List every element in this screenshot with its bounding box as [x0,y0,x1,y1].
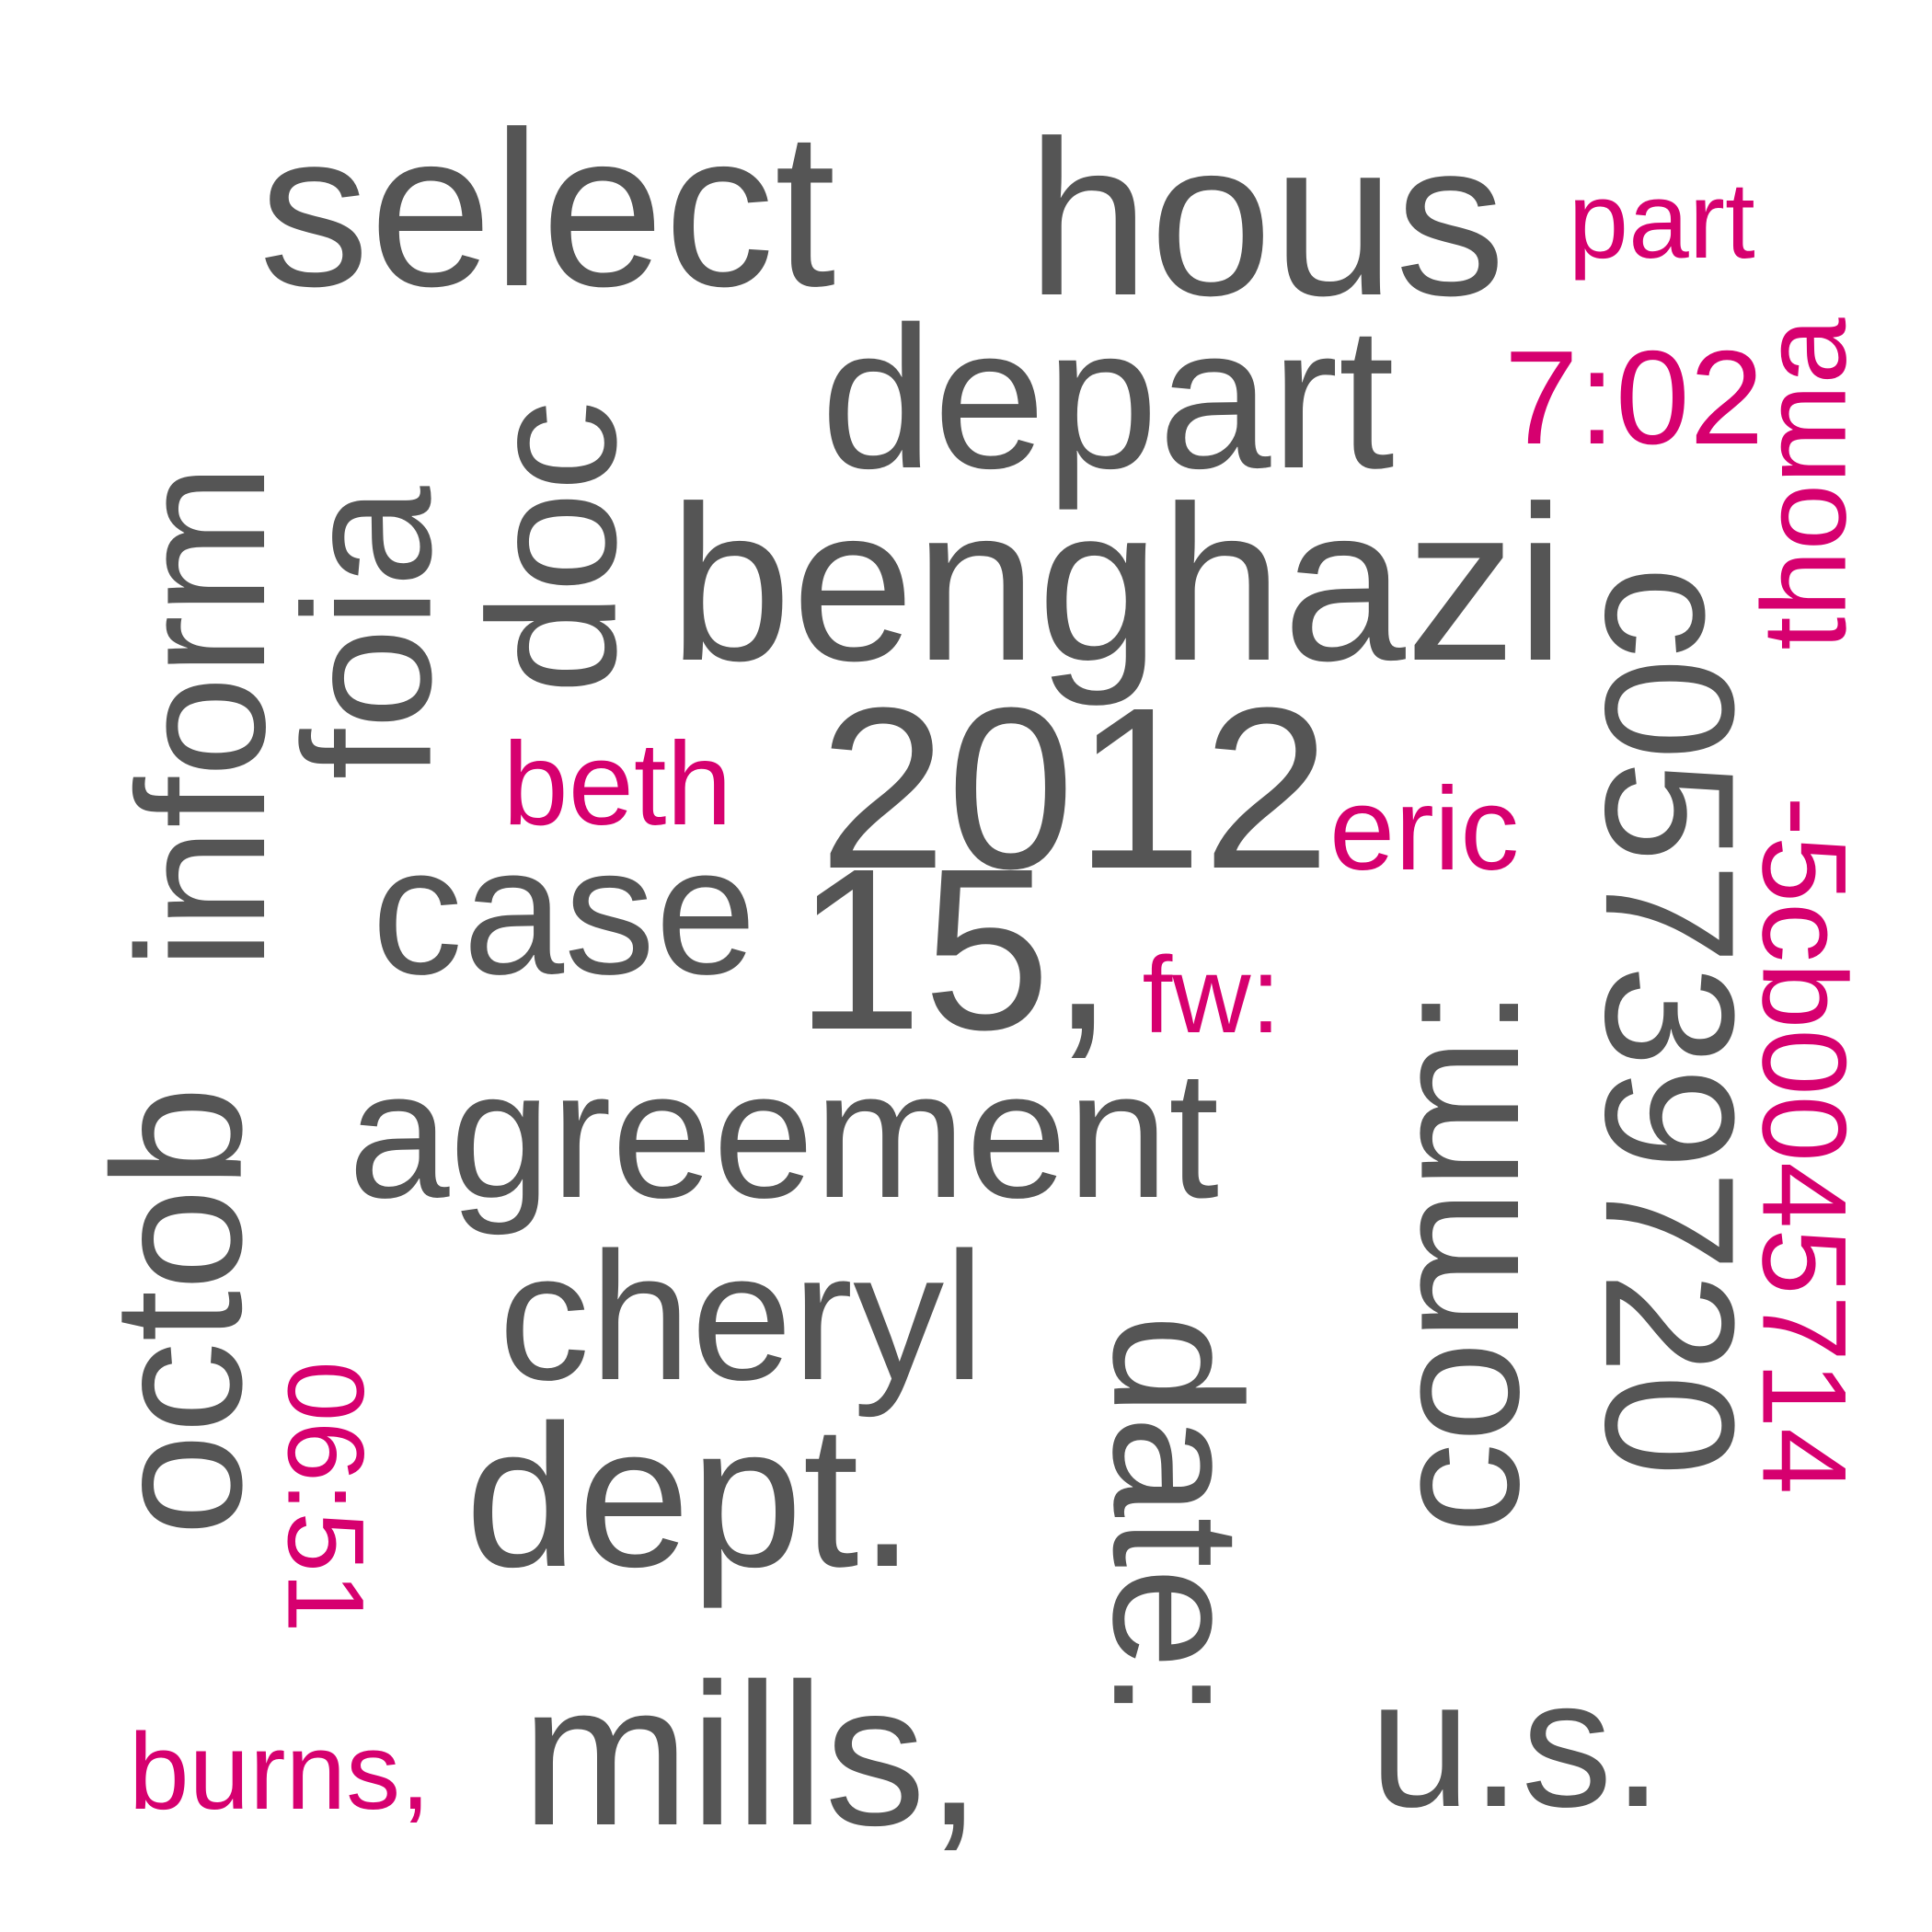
word-depart: depart [821,284,1395,511]
word-doc-id: c05739720 [1566,566,1772,1477]
word-comm: comm: [1353,987,1557,1534]
word-time-0651: 06:51 [264,1361,386,1633]
word-us: u.s. [1369,1641,1663,1845]
word-2012: 2012 [819,660,1331,916]
word-hash-id: -5cb0045714 [1737,796,1871,1495]
word-octob: octob [75,1086,281,1536]
word-doc: doc [450,400,654,695]
word-select: select [259,86,836,332]
word-hous: hous [1027,95,1506,341]
word-benghazi: benghazi [669,460,1566,707]
word-15: 15, [795,821,1115,1077]
word-mills: mills, [521,1641,983,1868]
word-case: case [372,809,757,1012]
word-foia: foia [265,486,469,780]
word-part: part [1568,160,1755,282]
word-fw: fw: [1142,935,1282,1056]
word-beth: beth [502,719,732,850]
word-eric: eric [1329,764,1520,895]
word-agreement: agreement [348,1032,1220,1236]
word-burns: burns, [129,1711,431,1833]
word-time-702: 7:02 [1504,322,1765,472]
word-cheryl: cheryl [499,1214,985,1418]
word-inform: inform [99,463,304,971]
word-date: date: [1075,1314,1280,1720]
word-dept: dept. [465,1383,915,1609]
